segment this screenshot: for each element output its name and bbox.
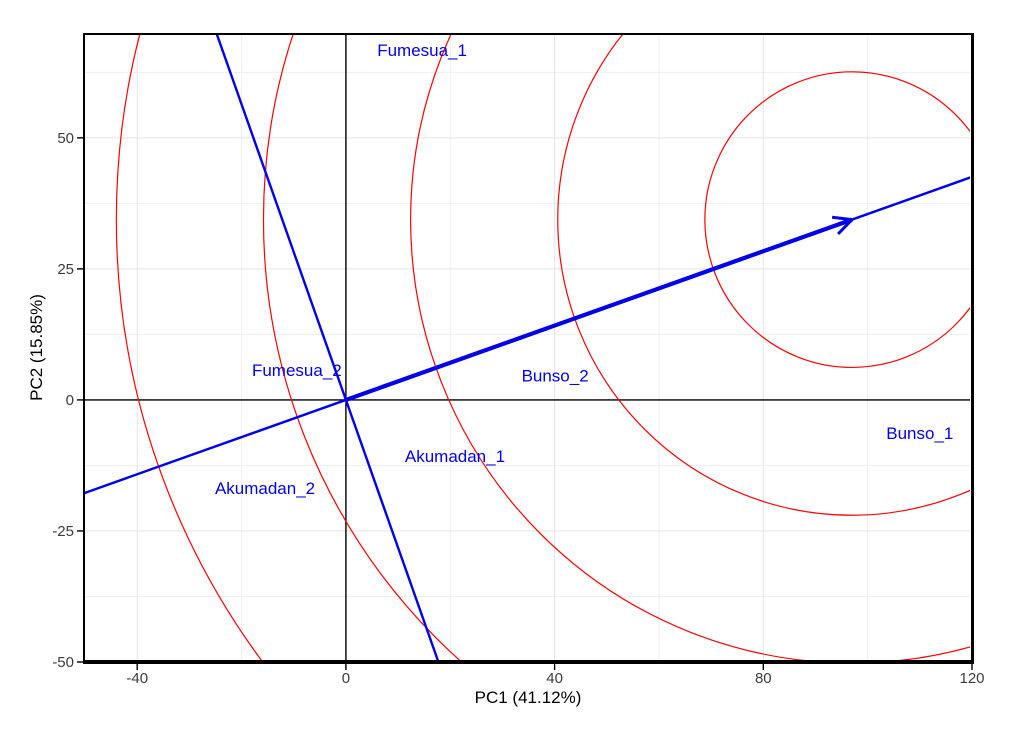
aea-arrow-head-barb: [837, 218, 854, 236]
concentric-circle: [557, 34, 970, 516]
y-tick-label: 25: [57, 261, 74, 278]
average-environment-axis-arrow-shaft: [345, 217, 853, 402]
environment-label: Akumadan_1: [405, 447, 505, 466]
y-tick-label: -50: [52, 654, 74, 671]
x-tick-label: -40: [126, 670, 148, 687]
aea-arrow-head-barb: [831, 215, 853, 222]
environment-label: Bunso_2: [522, 366, 589, 385]
x-tick-label: 120: [959, 670, 984, 687]
x-tick-label: 40: [546, 670, 563, 687]
y-tick-label: 50: [57, 130, 74, 147]
environment-label: Fumesua_1: [377, 41, 467, 60]
x-tick-label: 0: [342, 670, 350, 687]
y-axis-title: PC2 (15.85%): [27, 294, 46, 401]
perpendicular-axis-line: [215, 34, 439, 660]
x-axis-title: PC1 (41.12%): [475, 688, 582, 707]
concentric-circle: [263, 34, 461, 660]
y-tick-label: 0: [66, 392, 74, 409]
concentric-circle: [410, 34, 970, 660]
environment-label: Bunso_1: [886, 424, 953, 443]
plot-area: Fumesua_1 Fumesua_2 Akumadan_1 Akumadan_2 Bu…: [85, 34, 970, 660]
concentric-circle: [115, 34, 263, 660]
environment-label: Fumesua_2: [252, 361, 342, 380]
y-tick-label: -25: [52, 523, 74, 540]
environment-label: Akumadan_2: [215, 479, 315, 498]
x-tick-label: 80: [755, 670, 772, 687]
concentric-circle: [704, 71, 970, 368]
